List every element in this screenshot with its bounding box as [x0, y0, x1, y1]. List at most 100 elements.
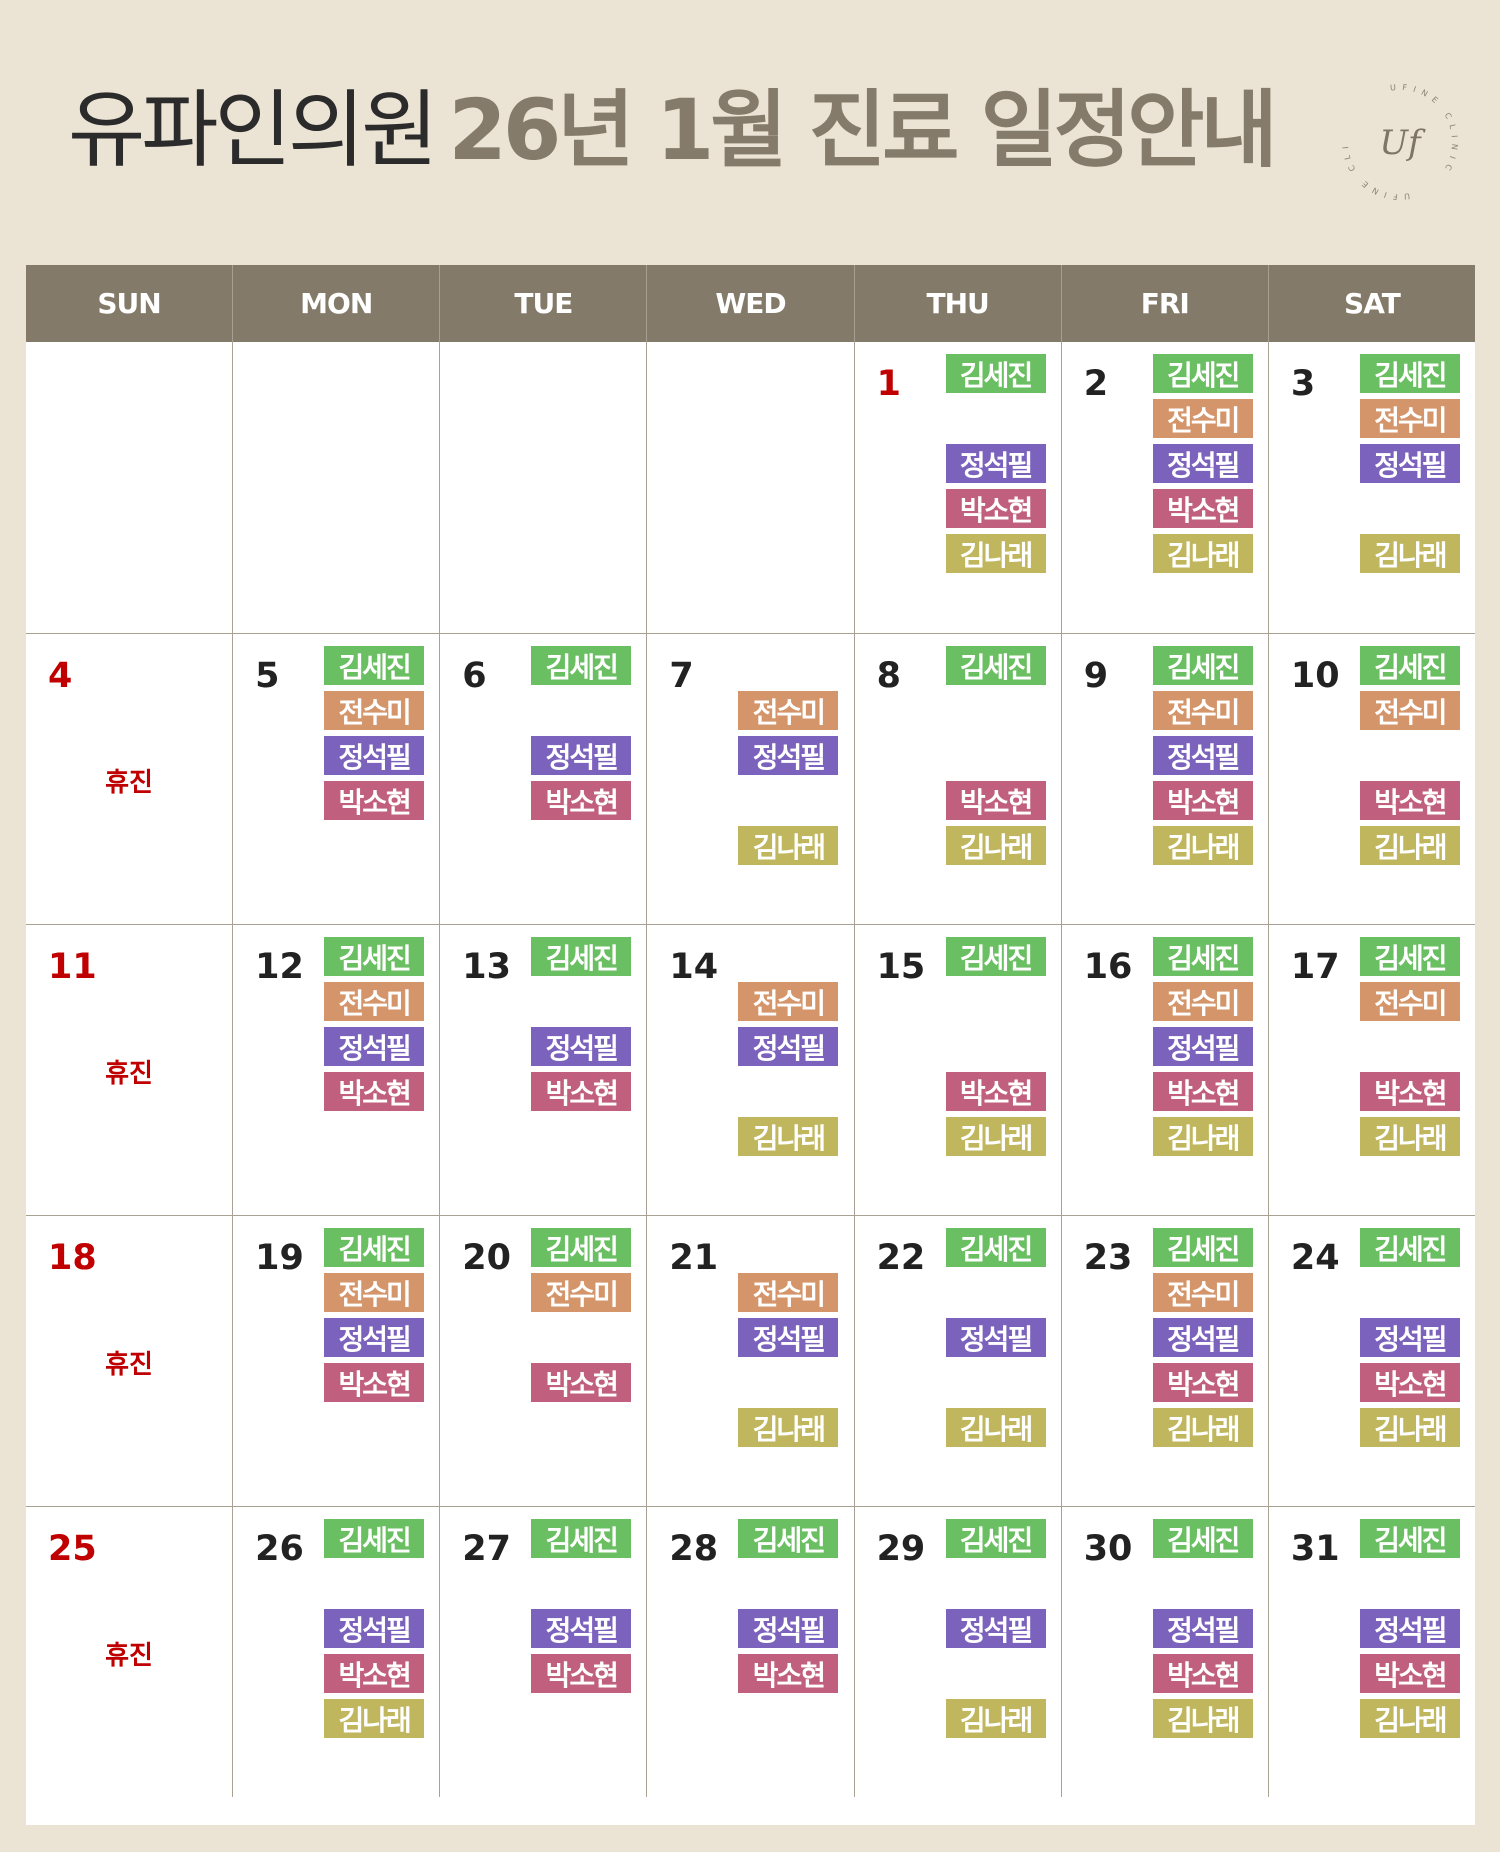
day-number: 10	[1290, 656, 1340, 696]
day-cell: 25 휴진	[26, 1507, 232, 1797]
doctor-badge: 박소현	[945, 781, 1046, 820]
closed-label: 휴진	[105, 1350, 153, 1380]
day-cell: 15 김세진 박소현 김나래	[853, 925, 1061, 1215]
day-number: 15	[876, 947, 926, 987]
doctor-badge: 정석필	[738, 1318, 839, 1357]
doctor-badge: 김세진	[1359, 1519, 1460, 1558]
day-cell: 19 김세진 전수미 정석필 박소현	[232, 1216, 439, 1506]
doctor-badge: 정석필	[531, 1609, 632, 1648]
doctor-badge: 정석필	[945, 444, 1046, 483]
day-cell: 27 김세진 정석필 박소현	[439, 1507, 646, 1797]
day-number: 26	[255, 1529, 304, 1569]
doctor-badge: 박소현	[1359, 1654, 1460, 1693]
doctor-badge: 박소현	[945, 1072, 1046, 1111]
doctor-badge: 정석필	[1152, 1027, 1253, 1066]
doctor-badge: 김세진	[324, 1228, 425, 1267]
day-cell: 12 김세진 전수미 정석필 박소현	[232, 925, 439, 1215]
calendar-week: 18 휴진 19 김세진 전수미 정석필 박소현 20 김세진 전수미 박소현 21 전수미 정석필 김나래…	[26, 1215, 1475, 1506]
doctor-badge: 김세진	[1152, 1519, 1253, 1558]
doctor-badge: 정석필	[324, 1027, 425, 1066]
svg-text:Uf: Uf	[1379, 123, 1426, 163]
doctor-badge: 정석필	[1152, 1318, 1253, 1357]
schedule-title: 26년 1월 진료 일정안내	[448, 81, 1277, 179]
doctor-badge: 전수미	[738, 982, 839, 1021]
weekday-thu: THU	[853, 265, 1061, 342]
doctor-badge: 김세진	[1359, 1228, 1460, 1267]
day-number: 6	[462, 656, 487, 696]
doctor-badge: 정석필	[324, 1609, 425, 1648]
day-cell: 7 전수미 정석필 김나래	[646, 634, 853, 924]
doctor-badge: 정석필	[324, 736, 425, 775]
doctor-badge: 김나래	[738, 1117, 839, 1156]
doctor-badge: 박소현	[1152, 1363, 1253, 1402]
doctor-badge: 김세진	[324, 937, 425, 976]
doctor-badge: 김세진	[1152, 1228, 1253, 1267]
day-number: 20	[462, 1238, 511, 1278]
doctor-badge: 박소현	[1152, 781, 1253, 820]
doctor-badge: 박소현	[1152, 1072, 1253, 1111]
doctor-badge: 정석필	[1359, 1609, 1460, 1648]
day-number: 3	[1290, 364, 1316, 404]
day-number: 11	[48, 947, 97, 987]
weekday-sat: SAT	[1267, 265, 1475, 342]
doctor-badge: 정석필	[738, 1027, 839, 1066]
day-number: 17	[1290, 947, 1340, 987]
doctor-badge: 박소현	[324, 1363, 425, 1402]
doctor-badge: 김세진	[945, 354, 1046, 393]
day-cell: 16 김세진 전수미 정석필 박소현 김나래	[1060, 925, 1268, 1215]
doctor-badge: 전수미	[1359, 982, 1460, 1021]
day-cell: 17 김세진 전수미 박소현 김나래	[1267, 925, 1475, 1215]
calendar-week: 11 휴진 12 김세진 전수미 정석필 박소현 13 김세진 정석필 박소현 14 전수미 정석필 김나래…	[26, 924, 1475, 1215]
doctor-badge: 박소현	[531, 1072, 632, 1111]
doctor-badge: 김세진	[1152, 937, 1253, 976]
weekday-wed: WED	[646, 265, 853, 342]
doctor-badge: 정석필	[531, 736, 632, 775]
day-cell: 30 김세진 정석필 박소현 김나래	[1060, 1507, 1268, 1797]
doctor-badge: 김나래	[324, 1699, 425, 1738]
doctor-badge: 김세진	[1152, 354, 1253, 393]
day-number: 2	[1083, 364, 1109, 404]
doctor-badge: 박소현	[945, 489, 1046, 528]
calendar-week: 1 김세진 정석필 박소현 김나래 2 김세진 전수미 정석필 박소현 김나래 3 김세진 전수미 정석필 김…	[26, 342, 1475, 633]
doctor-badge: 정석필	[738, 736, 839, 775]
day-number: 4	[48, 656, 73, 696]
day-number: 31	[1290, 1529, 1340, 1569]
doctor-badge: 박소현	[738, 1654, 839, 1693]
doctor-badge: 박소현	[1359, 1072, 1460, 1111]
day-cell	[646, 342, 853, 633]
calendar: SUN MON TUE WED THU FRI SAT 1 김세진 정석필 박소현 김나래 2 김세진 전…	[26, 265, 1475, 1825]
doctor-badge: 김나래	[738, 1408, 839, 1447]
day-cell: 20 김세진 전수미 박소현	[439, 1216, 646, 1506]
day-cell: 13 김세진 정석필 박소현	[439, 925, 646, 1215]
day-cell: 14 전수미 정석필 김나래	[646, 925, 853, 1215]
doctor-badge: 김나래	[1152, 1408, 1253, 1447]
day-cell: 6 김세진 정석필 박소현	[439, 634, 646, 924]
day-cell: 24 김세진 정석필 박소현 김나래	[1267, 1216, 1475, 1506]
doctor-badge: 김나래	[1359, 534, 1460, 573]
doctor-badge: 김세진	[1359, 646, 1460, 685]
day-cell: 2 김세진 전수미 정석필 박소현 김나래	[1060, 342, 1268, 633]
page-title: 유파인의원 26년 1월 진료 일정안내	[68, 88, 1278, 172]
doctor-badge: 정석필	[945, 1609, 1046, 1648]
doctor-badge: 김세진	[531, 1519, 632, 1558]
day-number: 1	[876, 364, 901, 404]
weekday-sun: SUN	[97, 287, 161, 320]
doctor-badge: 김세진	[945, 1228, 1046, 1267]
doctor-badge: 박소현	[324, 1654, 425, 1693]
doctor-badge: 전수미	[738, 1273, 839, 1312]
weekday-tue: TUE	[439, 265, 646, 342]
day-cell: 18 휴진	[26, 1216, 232, 1506]
day-number: 8	[876, 656, 901, 696]
closed-label: 휴진	[105, 768, 153, 798]
doctor-badge: 김나래	[1359, 1117, 1460, 1156]
doctor-badge: 전수미	[531, 1273, 632, 1312]
day-number: 18	[48, 1238, 97, 1278]
day-cell: 29 김세진 정석필 김나래	[853, 1507, 1061, 1797]
doctor-badge: 김세진	[738, 1519, 839, 1558]
doctor-badge: 박소현	[324, 1072, 425, 1111]
doctor-badge: 박소현	[324, 781, 425, 820]
day-cell: 9 김세진 전수미 정석필 박소현 김나래	[1060, 634, 1268, 924]
doctor-badge: 정석필	[1152, 444, 1253, 483]
day-number: 30	[1083, 1529, 1133, 1569]
day-number: 25	[48, 1529, 97, 1569]
